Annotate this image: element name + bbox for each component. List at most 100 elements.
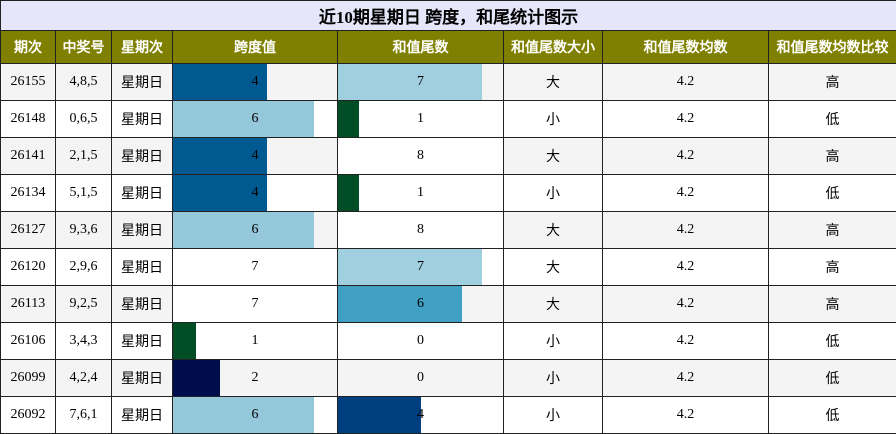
numbers-cell: 9,2,5 [55,285,112,323]
cell-value: 2 [251,370,259,385]
size-cell: 小 [503,359,603,397]
sum-tail-cell: 6 [337,285,504,323]
period-cell: 26141 [0,137,56,175]
sum-tail-cell: 7 [337,63,504,101]
cell-value: 0 [417,370,424,385]
mean-cell: 4.2 [602,137,769,175]
header-cell: 期次 [0,30,56,64]
span-cell: 4 [172,137,338,175]
weekday-cell: 星期日 [111,63,173,101]
numbers-cell: 2,9,6 [55,248,112,286]
weekday-cell: 星期日 [111,285,173,323]
size-cell: 大 [503,211,603,249]
cell-value: 8 [417,148,424,163]
mean-cell: 4.2 [602,248,769,286]
cell-value: 7 [251,296,259,311]
cell-bar [338,397,421,433]
cell-value: 4 [251,148,259,163]
span-cell: 4 [172,174,338,212]
numbers-cell: 5,1,5 [55,174,112,212]
cell-bar [173,175,267,211]
period-cell: 26155 [0,63,56,101]
compare-cell: 低 [768,396,896,434]
cell-bar [173,212,314,248]
data-row: 26148 0,6,5 星期日 6 1 小 4.2 低 [0,100,896,138]
cell-bar [173,286,337,322]
data-row: 26106 3,4,3 星期日 1 0 小 4.2 低 [0,322,896,360]
sum-tail-cell: 0 [337,359,504,397]
cell-bar [338,64,483,100]
cell-bar [173,397,314,433]
cell-value: 8 [417,222,424,237]
header-cell: 和值尾数大小 [503,30,603,64]
cell-bar [338,101,359,137]
mean-cell: 4.2 [602,285,769,323]
compare-cell: 高 [768,63,896,101]
sum-tail-cell: 8 [337,211,504,249]
cell-bar [338,175,359,211]
weekday-cell: 星期日 [111,211,173,249]
weekday-cell: 星期日 [111,137,173,175]
span-cell: 6 [172,100,338,138]
numbers-cell: 2,1,5 [55,137,112,175]
numbers-cell: 9,3,6 [55,211,112,249]
data-row: 26134 5,1,5 星期日 4 1 小 4.2 低 [0,174,896,212]
sum-tail-cell: 4 [337,396,504,434]
mean-cell: 4.2 [602,100,769,138]
cell-value: 4 [417,407,424,422]
span-cell: 2 [172,359,338,397]
size-cell: 小 [503,396,603,434]
data-row: 26155 4,8,5 星期日 4 7 大 4.2 高 [0,63,896,101]
mean-cell: 4.2 [602,359,769,397]
span-cell: 7 [172,285,338,323]
cell-value: 6 [251,111,259,126]
weekday-cell: 星期日 [111,174,173,212]
weekday-cell: 星期日 [111,322,173,360]
data-row: 26099 4,2,4 星期日 2 0 小 4.2 低 [0,359,896,397]
period-cell: 26113 [0,285,56,323]
mean-cell: 4.2 [602,174,769,212]
compare-cell: 低 [768,322,896,360]
span-cell: 6 [172,396,338,434]
cell-value: 6 [251,407,259,422]
size-cell: 大 [503,248,603,286]
size-cell: 小 [503,322,603,360]
header-cell: 星期次 [111,30,173,64]
cell-bar [173,64,267,100]
data-row: 26120 2,9,6 星期日 7 7 大 4.2 高 [0,248,896,286]
sum-tail-cell: 8 [337,137,504,175]
sum-tail-cell: 1 [337,174,504,212]
cell-value: 7 [417,74,424,89]
numbers-cell: 7,6,1 [55,396,112,434]
compare-cell: 低 [768,359,896,397]
weekday-cell: 星期日 [111,248,173,286]
header-cell: 中奖号 [55,30,112,64]
cell-bar [173,323,197,359]
sum-tail-cell: 1 [337,100,504,138]
header-cell: 跨度值 [172,30,338,64]
cell-bar [338,212,503,248]
compare-cell: 高 [768,248,896,286]
span-cell: 6 [172,211,338,249]
numbers-cell: 3,4,3 [55,322,112,360]
cell-value: 7 [417,259,424,274]
size-cell: 大 [503,137,603,175]
cell-bar [173,249,337,285]
numbers-cell: 4,8,5 [55,63,112,101]
span-cell: 7 [172,248,338,286]
cell-value: 1 [251,333,259,348]
compare-cell: 高 [768,285,896,323]
span-cell: 1 [172,322,338,360]
period-cell: 26134 [0,174,56,212]
mean-cell: 4.2 [602,211,769,249]
cell-value: 0 [417,333,424,348]
size-cell: 小 [503,100,603,138]
data-row: 26127 9,3,6 星期日 6 8 大 4.2 高 [0,211,896,249]
cell-value: 6 [417,296,424,311]
weekday-cell: 星期日 [111,100,173,138]
header-cell: 和值尾数均数 [602,30,769,64]
size-cell: 小 [503,174,603,212]
cell-value: 6 [251,222,259,237]
